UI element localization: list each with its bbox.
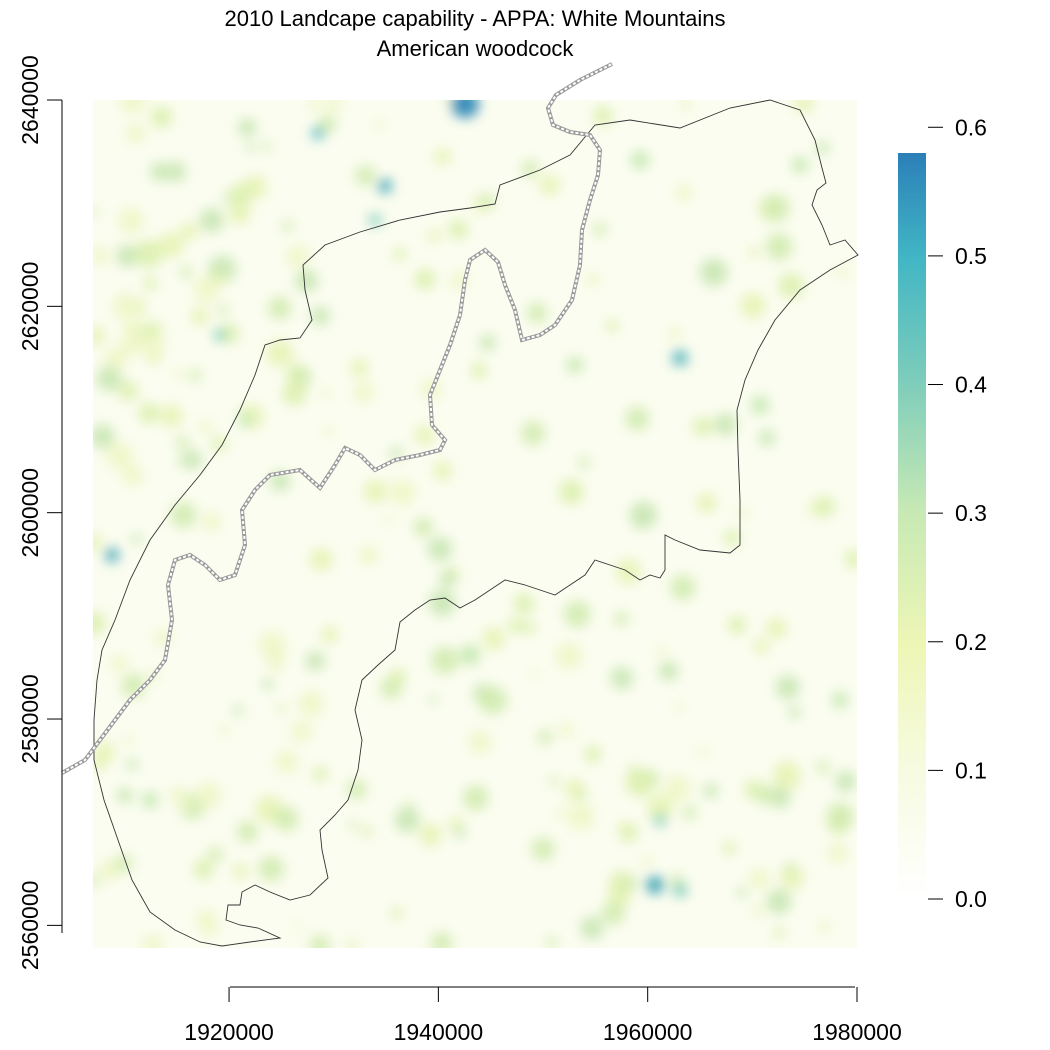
x-tick-label: 1940000 [394,1019,484,1045]
legend-tick-label: 0.6 [955,114,987,140]
legend-tick-label: 0.3 [955,500,987,526]
y-axis: 2560000 2580000 2600000 2620000 2640000 [17,55,63,971]
x-tick-label: 1920000 [184,1019,274,1045]
legend-tick-label: 0.0 [955,886,987,912]
x-tick-label: 1960000 [603,1019,693,1045]
legend-tick-label: 0.5 [955,243,987,269]
x-axis: 1920000 1940000 1960000 1980000 [184,986,902,1045]
legend-tick-label: 0.4 [955,372,987,398]
x-tick-label: 1980000 [812,1019,902,1045]
legend-tick-label: 0.2 [955,629,987,655]
legend-colorbar [898,153,926,899]
y-tick-label: 2620000 [17,262,43,352]
map-subtitle: American woodcock [376,36,574,61]
map-title: 2010 Landcape capability - APPA: White M… [224,6,726,31]
appalachian-trail [61,62,613,775]
y-tick-label: 2560000 [17,881,43,971]
color-legend: 0.0 0.1 0.2 0.3 0.4 0.5 0.6 [898,114,987,912]
y-tick-label: 2640000 [17,55,43,145]
capability-raster [93,100,857,948]
y-tick-label: 2600000 [17,468,43,558]
legend-tick-label: 0.1 [955,757,987,783]
y-tick-label: 2580000 [17,674,43,764]
appa-boundary-polygon [93,99,859,947]
